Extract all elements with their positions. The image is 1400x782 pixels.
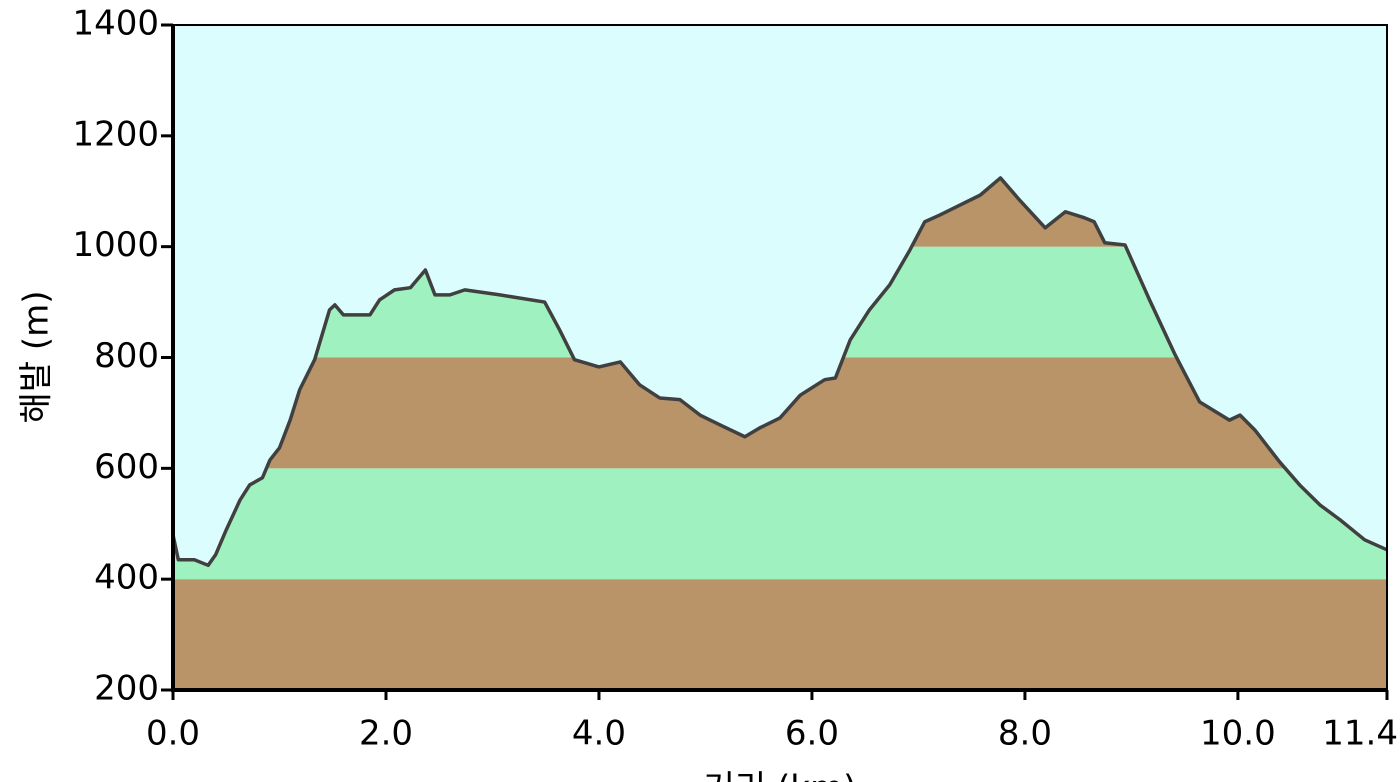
x-tick-label: 8.0: [998, 714, 1052, 754]
y-tick-label: 400: [94, 558, 159, 598]
y-tick-label: 1000: [72, 225, 159, 265]
y-tick-label: 1400: [72, 4, 159, 44]
x-tick-label: 10.0: [1200, 714, 1276, 754]
x-tick-label: 6.0: [785, 714, 839, 754]
y-tick-label: 600: [94, 447, 159, 487]
y-tick-label: 200: [94, 669, 159, 709]
y-axis-label: 해발 (m): [17, 290, 57, 423]
x-tick-label: 11.4: [1322, 714, 1398, 754]
x-axis-label: 거리 (km): [704, 769, 857, 782]
y-tick-label: 800: [94, 336, 159, 376]
y-tick-label: 1200: [72, 114, 159, 154]
elevation-line: [171, 176, 1388, 568]
x-tick-label: 0.0: [146, 714, 200, 754]
x-tick-label: 4.0: [572, 714, 626, 754]
elevation-band: [173, 579, 1387, 690]
x-tick-label: 2.0: [359, 714, 413, 754]
elevation-band: [173, 468, 1387, 580]
